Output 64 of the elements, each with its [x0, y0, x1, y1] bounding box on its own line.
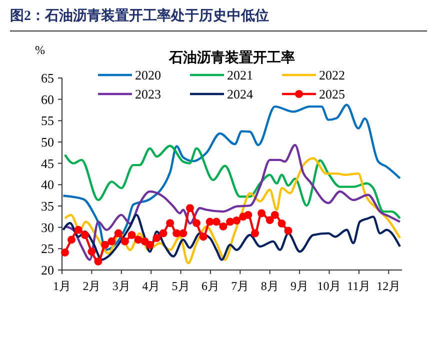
- point: [101, 240, 110, 249]
- y-tick-label: 30: [41, 220, 54, 235]
- point: [186, 204, 194, 212]
- line-series: [64, 144, 402, 220]
- point: [146, 240, 154, 249]
- point: [270, 210, 279, 219]
- point: [88, 248, 96, 256]
- x-tick-label: 11月: [347, 279, 371, 293]
- point: [199, 232, 208, 241]
- point: [74, 226, 82, 234]
- chart-title: 图2：石油沥青装置开工率处于历史中低位: [10, 7, 269, 24]
- legend-label: 2020: [135, 68, 161, 83]
- point: [219, 222, 228, 230]
- point: [284, 226, 292, 235]
- legend-label: 2022: [319, 68, 345, 83]
- y-axis-title: %: [35, 43, 45, 57]
- point: [159, 229, 168, 238]
- y-tick-label: 60: [41, 92, 54, 107]
- y-tick-label: 55: [41, 113, 54, 128]
- point: [278, 219, 286, 228]
- point: [266, 216, 274, 224]
- chart-subtitle: 石油沥青装置开工率: [168, 49, 295, 66]
- x-tick-label: 3月: [112, 279, 130, 293]
- y-tick-label: 40: [41, 177, 54, 192]
- x-tick-label: 4月: [142, 279, 160, 293]
- y-tick-label: 45: [41, 156, 54, 171]
- y-tick-label: 35: [41, 198, 54, 214]
- point: [114, 229, 122, 238]
- point: [251, 229, 260, 238]
- legend-label: 2023: [135, 86, 161, 102]
- point: [258, 209, 266, 218]
- point: [128, 231, 136, 240]
- x-tick-label: 9月: [290, 279, 309, 293]
- legend-label: 2021: [227, 68, 253, 83]
- point: [80, 231, 89, 240]
- x-tick-label: 7月: [231, 279, 250, 293]
- x-tick-label: 10月: [317, 279, 342, 293]
- point: [108, 237, 116, 246]
- y-tick-label: 20: [41, 262, 54, 278]
- y-tick-label: 25: [41, 241, 54, 256]
- point: [244, 210, 252, 219]
- point: [94, 257, 102, 266]
- x-tick-label: 12月: [376, 279, 401, 293]
- line-series: [62, 104, 402, 252]
- y-tick-label: 65: [41, 70, 54, 86]
- point: [60, 248, 69, 257]
- x-tick-label: 5月: [172, 279, 190, 293]
- point: [134, 236, 142, 244]
- point: [232, 216, 241, 225]
- y-tick-label: 50: [41, 134, 54, 150]
- legend-label: 2024: [227, 86, 254, 102]
- x-tick-label: 6月: [201, 279, 220, 293]
- point: [68, 236, 76, 244]
- x-tick-label: 8月: [260, 279, 279, 293]
- point: [179, 229, 188, 238]
- point: [192, 219, 201, 228]
- legend-label: 2025: [319, 86, 345, 102]
- point: [226, 218, 234, 226]
- point: [152, 234, 161, 242]
- point: [120, 237, 129, 246]
- x-tick-label: 2月: [82, 279, 101, 293]
- point: [166, 219, 174, 228]
- point: [212, 218, 220, 226]
- x-tick-label: 1月: [53, 279, 71, 293]
